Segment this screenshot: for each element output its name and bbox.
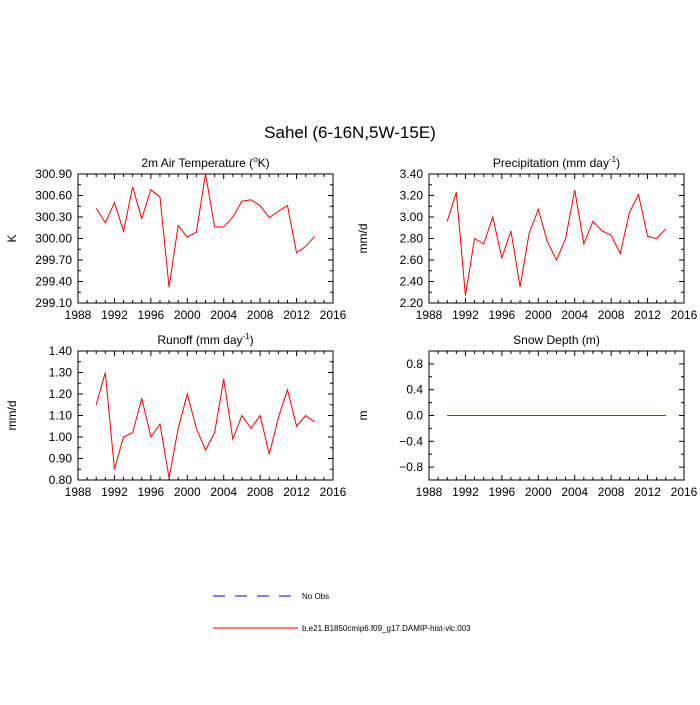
temp-ytick-label: 300.30 (35, 210, 72, 224)
runoff-xtick-label: 2012 (283, 485, 310, 499)
precip-ytick-label: 3.20 (400, 189, 424, 203)
legend-entry-no-obs: No Obs (213, 592, 329, 601)
legend-label-no-obs: No Obs (302, 592, 329, 601)
runoff-xtick-label: 1992 (101, 485, 128, 499)
snow-xtick-label: 2016 (671, 485, 698, 499)
runoff-ytick-label: 1.40 (49, 344, 73, 358)
runoff-ytick-label: 1.20 (49, 387, 73, 401)
temp-xtick-label: 1992 (101, 308, 128, 322)
figure-title: Sahel (6-16N,5W-15E) (264, 123, 436, 142)
panel-temp: 2m Air Temperature (oK) K 1988 1992 1996 2000… (5, 155, 347, 322)
temp-xtick-label: 2004 (210, 308, 237, 322)
temp-ytick-label: 299.10 (35, 296, 72, 310)
snow-ylabel: m (356, 411, 370, 421)
snow-ytick-label: −0.4 (399, 434, 423, 448)
temp-ytick-label: 299.40 (35, 275, 72, 289)
snow-xtick-label: 2004 (561, 485, 588, 499)
precip-xtick-label: 2012 (634, 308, 661, 322)
snow-title: Snow Depth (m) (513, 333, 600, 347)
runoff-plot-frame (77, 350, 334, 481)
panel-snow: Snow Depth (m) m 1988 1992 1996 2000 2004 2008 2… (356, 333, 698, 499)
precip-xtick-label: 1996 (489, 308, 516, 322)
snow-ytick-label: 0.4 (406, 383, 423, 397)
temp-xtick-label: 2016 (320, 308, 347, 322)
legend-entry-model: b.e21.B1850cmip6.f09_g17.DAMIP-hist-vlc.… (213, 624, 471, 633)
temp-xtick-label: 1996 (138, 308, 165, 322)
precip-ytick-label: 2.40 (400, 275, 424, 289)
precip-ytick-label: 3.40 (400, 167, 424, 181)
temp-ytick-label: 300.60 (35, 189, 72, 203)
temp-xtick-label: 2008 (247, 308, 274, 322)
panel-runoff: Runoff (mm day-1) mm/d 1988 1992 1996 2000 200… (5, 332, 347, 499)
precip-xtick-label: 2016 (671, 308, 698, 322)
runoff-xtick-label: 2004 (210, 485, 237, 499)
runoff-xtick-label: 2016 (320, 485, 347, 499)
runoff-ylabel: mm/d (5, 401, 19, 431)
snow-xtick-label: 1992 (452, 485, 479, 499)
temp-ytick-label: 299.70 (35, 253, 72, 267)
snow-ytick-label: 0.0 (406, 409, 423, 423)
snow-xtick-label: 1988 (416, 485, 443, 499)
snow-xtick-label: 2008 (598, 485, 625, 499)
runoff-ytick-label: 0.90 (49, 452, 73, 466)
snow-xtick-label: 2000 (525, 485, 552, 499)
legend: No Obs b.e21.B1850cmip6.f09_g17.DAMIP-hi… (213, 592, 471, 633)
precip-ytick-label: 2.80 (400, 232, 424, 246)
precip-xtick-label: 1988 (416, 308, 443, 322)
precip-xtick-label: 1992 (452, 308, 479, 322)
precip-ytick-label: 2.60 (400, 253, 424, 267)
precip-xtick-label: 2000 (525, 308, 552, 322)
temp-ytick-label: 300.90 (35, 167, 72, 181)
runoff-ytick-label: 1.30 (49, 366, 73, 380)
temp-ylabel: K (5, 234, 19, 242)
runoff-title: Runoff (mm day-1) (157, 332, 253, 347)
temp-series-line (95, 173, 316, 288)
snow-ytick-label: −0.8 (399, 460, 423, 474)
temp-xtick-label: 2012 (283, 308, 310, 322)
temp-ytick-label: 300.00 (35, 232, 72, 246)
legend-label-model: b.e21.B1850cmip6.f09_g17.DAMIP-hist-vlc.… (302, 624, 471, 633)
runoff-ytick-label: 1.00 (49, 430, 73, 444)
panels: 2m Air Temperature (oK) K 1988 1992 1996 2000… (5, 155, 698, 499)
snow-xtick-label: 1996 (489, 485, 516, 499)
precip-xtick-label: 2004 (561, 308, 588, 322)
precip-title: Precipitation (mm day-1) (493, 155, 620, 170)
snow-ytick-label: 0.8 (406, 357, 423, 371)
panel-precip: Precipitation (mm day-1) mm/d 1988 1992 1996… (356, 155, 698, 322)
precip-ylabel: mm/d (356, 224, 370, 254)
runoff-series-line (95, 372, 316, 478)
runoff-xtick-label: 2000 (174, 485, 201, 499)
runoff-ytick-label: 0.80 (49, 473, 73, 487)
runoff-xtick-label: 1996 (138, 485, 165, 499)
runoff-xtick-label: 2008 (247, 485, 274, 499)
temp-xtick-label: 1988 (65, 308, 92, 322)
precip-ytick-label: 2.20 (400, 296, 424, 310)
temp-title: 2m Air Temperature (oK) (141, 155, 269, 170)
precip-series-line (446, 190, 667, 296)
snow-xtick-label: 2012 (634, 485, 661, 499)
precip-xtick-label: 2008 (598, 308, 625, 322)
temp-xtick-label: 2000 (174, 308, 201, 322)
runoff-ytick-label: 1.10 (49, 409, 73, 423)
precip-ytick-label: 3.00 (400, 210, 424, 224)
runoff-xtick-label: 1988 (65, 485, 92, 499)
temp-plot-frame (77, 173, 334, 304)
